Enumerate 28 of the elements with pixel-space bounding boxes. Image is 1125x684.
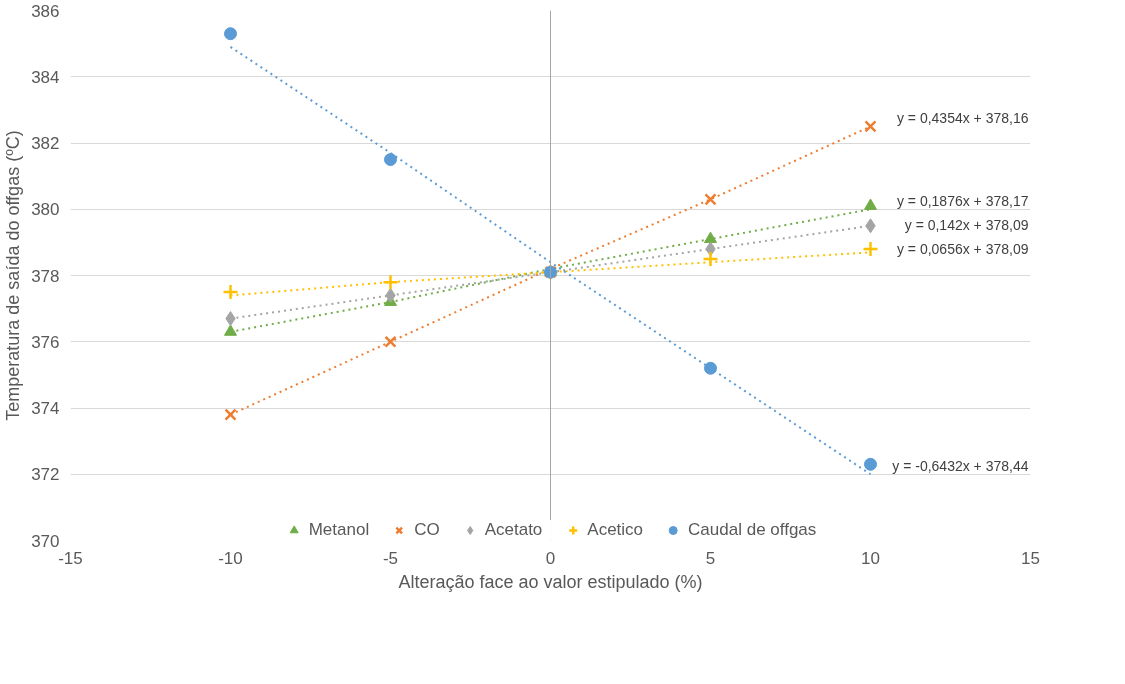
- legend-label: Acetato: [484, 520, 543, 540]
- legend-label: Acetico: [587, 520, 644, 540]
- x-tick-label: -15: [58, 548, 83, 568]
- annotation: y = 0,0656x + 378,09: [896, 241, 1029, 258]
- y-tick-label: 382: [31, 134, 60, 153]
- legend-label: CO: [414, 520, 440, 540]
- annotation: y = 0,1876x + 378,17: [896, 193, 1029, 210]
- y-tick-label: 376: [31, 332, 60, 352]
- x-tick-label: 15: [1021, 548, 1040, 568]
- x-tick-label: -5: [382, 548, 399, 568]
- y-axis-title: Temperatura de saída do offgas (ºC): [3, 130, 24, 421]
- y-tick-label: 372: [31, 465, 60, 485]
- x-axis-title: Alteração face ao valor estipulado (%): [398, 571, 703, 592]
- x-tick-label: -10: [218, 548, 243, 568]
- x-tick-label: 0: [545, 548, 556, 568]
- legend-label: Caudal de offgas: [688, 520, 817, 540]
- y-tick-label: 384: [31, 67, 60, 87]
- annotation: y = -0,6432x + 378,44: [892, 458, 1029, 475]
- y-tick-label: 380: [31, 200, 60, 220]
- y-tick-label: 378: [31, 266, 60, 286]
- x-tick-label: 5: [705, 548, 716, 568]
- y-tick-label: 386: [31, 1, 60, 21]
- legend-label: Metanol: [308, 520, 370, 540]
- y-tick-label: 370: [31, 531, 60, 551]
- x-tick-label: 10: [861, 548, 880, 568]
- y-tick-label: 374: [31, 399, 60, 418]
- annotation: y = 0,4354x + 378,16: [896, 110, 1029, 127]
- annotation: y = 0,142x + 378,09: [904, 217, 1029, 234]
